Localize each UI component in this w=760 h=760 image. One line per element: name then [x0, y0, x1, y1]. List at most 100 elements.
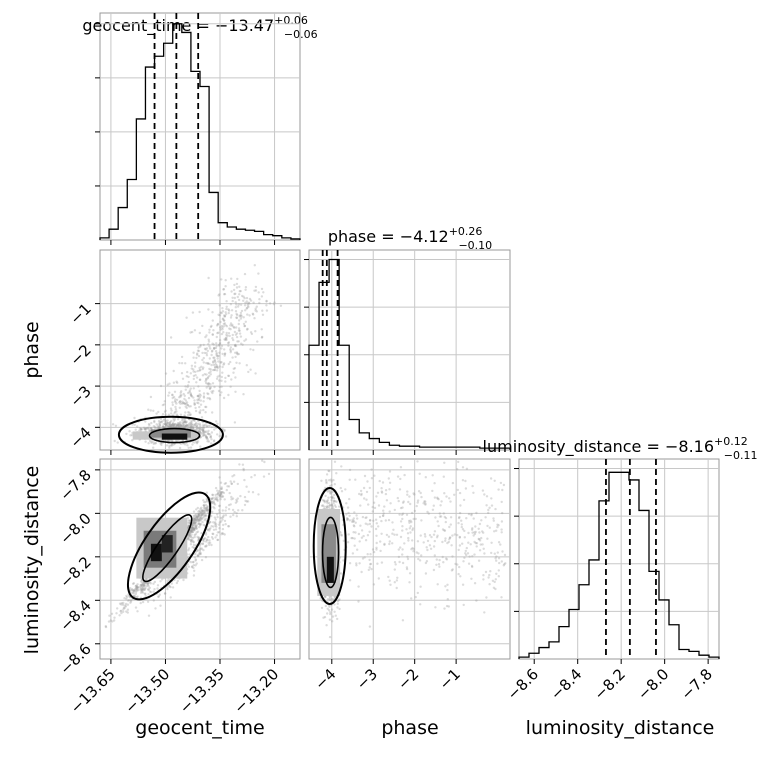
scatter-point — [198, 410, 201, 414]
scatter-point — [480, 519, 483, 522]
scatter-point — [196, 554, 200, 557]
scatter-point — [219, 498, 222, 501]
scatter-point — [216, 322, 220, 326]
scatter-point — [199, 345, 202, 348]
scatter-point — [359, 504, 362, 507]
scatter-point — [366, 534, 370, 537]
scatter-point — [436, 520, 439, 523]
scatter-point — [193, 401, 196, 405]
scatter-point — [242, 295, 245, 298]
scatter-point — [120, 609, 123, 612]
scatter-point — [219, 361, 222, 364]
scatter-point — [202, 343, 205, 347]
scatter-point — [407, 500, 410, 504]
scatter-point — [208, 328, 211, 331]
scatter-point — [463, 556, 466, 559]
scatter-point — [197, 397, 200, 400]
scatter-point — [192, 427, 195, 430]
scatter-point — [223, 498, 226, 501]
scatter-point — [148, 590, 152, 593]
scatter-point — [206, 432, 210, 436]
scatter-point — [141, 583, 144, 586]
scatter-point — [210, 438, 213, 441]
scatter-point — [208, 433, 211, 436]
scatter-point — [457, 460, 460, 464]
scatter-point — [143, 584, 146, 588]
scatter-point — [401, 561, 405, 565]
scatter-point — [162, 418, 166, 421]
scatter-point — [330, 608, 334, 611]
scatter-point — [443, 515, 446, 519]
scatter-point — [410, 520, 413, 524]
scatter-point — [216, 531, 219, 534]
scatter-point — [142, 583, 145, 586]
scatter-point — [378, 515, 382, 519]
scatter-point — [216, 366, 219, 370]
scatter-point — [456, 533, 459, 537]
scatter-point — [171, 394, 174, 397]
scatter-point — [220, 278, 223, 281]
scatter-point — [411, 546, 414, 550]
scatter-point — [180, 394, 183, 397]
scatter-point — [118, 602, 122, 605]
scatter-point — [188, 413, 192, 417]
scatter-point — [192, 368, 195, 371]
scatter-point — [169, 425, 172, 429]
scatter-point — [227, 374, 230, 377]
scatter-point — [206, 509, 209, 513]
scatter-point — [194, 514, 197, 517]
scatter-point — [198, 422, 201, 425]
scatter-point — [472, 517, 475, 520]
scatter-point — [323, 595, 327, 599]
scatter-point — [255, 310, 258, 313]
scatter-point — [202, 361, 205, 364]
scatter-point — [196, 441, 199, 444]
scatter-point — [267, 472, 271, 476]
scatter-point — [228, 327, 231, 330]
scatter-point — [203, 504, 206, 507]
scatter-point — [205, 437, 208, 440]
scatter-point — [208, 398, 212, 401]
scatter-point — [197, 427, 201, 430]
scatter-point — [244, 288, 247, 291]
scatter-point — [482, 531, 485, 534]
scatter-point — [164, 413, 167, 416]
scatter-point — [222, 514, 225, 517]
scatter-point — [241, 463, 245, 466]
scatter-point — [222, 322, 226, 326]
scatter-point — [185, 402, 188, 405]
scatter-point — [141, 591, 144, 594]
scatter-point — [373, 474, 376, 477]
scatter-point — [104, 625, 108, 629]
scatter-point — [220, 379, 223, 382]
scatter-point — [501, 550, 504, 553]
scatter-point — [220, 332, 224, 336]
scatter-point — [489, 477, 493, 480]
contour-line — [126, 491, 212, 601]
scatter-point — [200, 532, 203, 535]
scatter-point — [180, 424, 183, 427]
scatter-point — [372, 583, 376, 586]
scatter-point — [460, 519, 463, 522]
scatter-point — [170, 582, 173, 585]
scatter-point — [193, 527, 197, 530]
scatter-point — [211, 368, 215, 372]
scatter-point — [165, 439, 168, 442]
scatter-point — [187, 380, 190, 384]
scatter-point — [192, 426, 195, 429]
scatter-point — [202, 392, 206, 395]
scatter-point — [196, 549, 199, 552]
scatter-point — [177, 424, 180, 428]
scatter-point — [195, 376, 199, 379]
scatter-point — [211, 493, 214, 496]
scatter-point — [415, 551, 418, 554]
scatter-point — [184, 425, 188, 428]
scatter-point — [211, 311, 214, 314]
scatter-point — [194, 513, 198, 516]
scatter-point — [260, 328, 263, 331]
scatter-point — [215, 352, 218, 355]
scatter-point — [231, 348, 235, 351]
scatter-point — [167, 394, 170, 397]
scatter-point — [330, 503, 334, 507]
scatter-point — [397, 499, 400, 503]
